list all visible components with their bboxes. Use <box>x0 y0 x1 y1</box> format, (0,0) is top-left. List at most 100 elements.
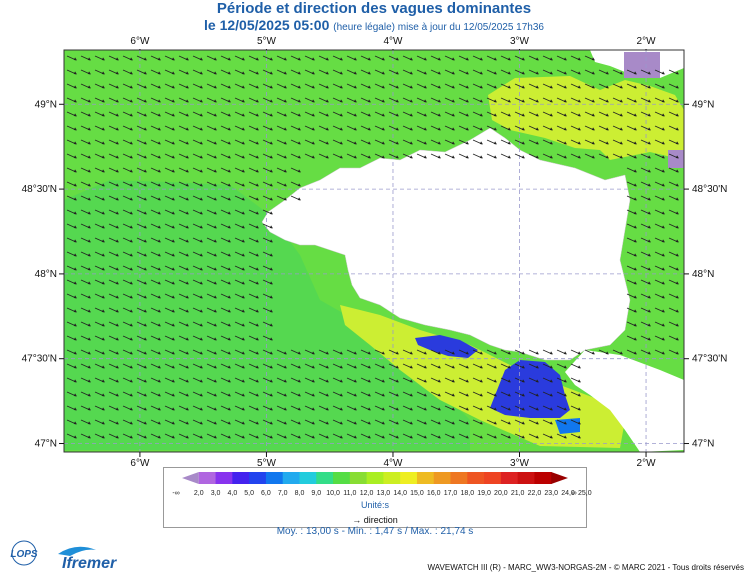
wave-arrow-head <box>101 183 105 187</box>
wave-arrow-head <box>171 239 175 243</box>
wave-arrow-head <box>395 85 399 89</box>
wave-arrow-head <box>563 113 567 117</box>
map-title: Période et direction des vagues dominant… <box>216 0 532 17</box>
wave-arrow-head <box>241 71 245 75</box>
wave-arrow-head <box>577 141 581 145</box>
wave-arrow-head <box>269 365 273 369</box>
lon-ticks-bottom: 6°W 5°W 4°W 3°W 2°W <box>130 452 656 469</box>
wave-arrow-head <box>241 337 245 341</box>
north-coastal-zone <box>488 76 684 160</box>
wave-arrow-head <box>283 113 287 117</box>
wave-arrow-head <box>255 99 259 103</box>
wave-arrow-head <box>619 351 623 355</box>
wave-arrow-head <box>213 183 217 187</box>
wave-arrow-head <box>143 267 147 271</box>
land-brittany <box>261 127 631 361</box>
wave-arrow-head <box>465 155 469 159</box>
wave-arrow-head <box>101 393 105 397</box>
wave-arrow-head <box>87 295 91 299</box>
wave-arrow-head <box>661 99 665 103</box>
wave-arrow-head <box>171 323 175 327</box>
wave-arrow-head <box>129 407 133 411</box>
wave-arrow-head <box>535 155 539 159</box>
legend-value-label: 22,0 <box>527 490 542 497</box>
wave-arrow-head <box>101 267 105 271</box>
wave-arrow-head <box>633 309 637 313</box>
wave-arrow-head <box>605 351 609 355</box>
legend-value-label: 18,0 <box>460 490 475 497</box>
wave-arrow-head <box>395 99 399 103</box>
wave-arrow-head <box>269 239 273 243</box>
wave-arrow-head <box>101 351 105 355</box>
wave-arrow-head <box>521 421 525 425</box>
wave-arrow-head <box>591 141 595 145</box>
wave-arrow-head <box>647 71 651 75</box>
wave-arrow-head <box>675 323 679 327</box>
wave-arrow-head <box>199 323 203 327</box>
wave-arrow-head <box>157 127 161 131</box>
wave-arrow-head <box>157 113 161 117</box>
wave-arrow-head <box>675 267 679 271</box>
wave-arrow-head <box>269 421 273 425</box>
wave-arrow-head <box>465 85 469 89</box>
wave-arrow-head <box>157 351 161 355</box>
wave-arrow-head <box>325 85 329 89</box>
wave-arrow-head <box>493 365 497 369</box>
wave-arrow-head <box>437 85 441 89</box>
wave-arrow-head <box>213 113 217 117</box>
wave-arrow-head <box>227 323 231 327</box>
wave-arrow-head <box>185 393 189 397</box>
wave-arrow-head <box>129 295 133 299</box>
lon-tick-label: 5°W <box>257 36 277 47</box>
wave-arrow-head <box>395 435 399 439</box>
wave-arrow-head <box>521 365 525 369</box>
wave-arrow-head <box>437 141 441 145</box>
wave-arrow-head <box>87 267 91 271</box>
wave-arrow-head <box>549 379 553 383</box>
wave-arrow-head <box>493 99 497 103</box>
wave-arrow-head <box>269 183 273 187</box>
wave-arrow-head <box>73 183 77 187</box>
wave-arrow-head <box>269 295 273 299</box>
wave-arrow-head <box>227 239 231 243</box>
legend-labels: -∞ 2,0 3,0 4,0 5,0 6,0 7,0 8,0 9,0 10,0 11,0 12,0 13… <box>164 490 591 502</box>
wave-arrow-head <box>255 337 259 341</box>
wave-arrow-head <box>633 85 637 89</box>
wave-arrow-head <box>227 113 231 117</box>
wave-arrow-head <box>73 225 77 229</box>
wave-arrow-head <box>101 169 105 173</box>
lat-tick-label: 48°30'N <box>692 184 727 195</box>
wave-arrow-head <box>479 57 483 61</box>
legend-value-label: 15,0 <box>410 490 424 497</box>
wave-arrow-head <box>563 155 567 159</box>
map-area <box>63 49 685 453</box>
wave-arrow-head <box>633 323 637 327</box>
wave-arrow-head <box>129 141 133 145</box>
wave-arrow-head <box>199 155 203 159</box>
wave-arrow-head <box>171 365 175 369</box>
wave-arrow-head <box>157 253 161 257</box>
legend-value-label: 24,0 <box>561 490 575 497</box>
wave-arrow-head <box>535 127 539 131</box>
wave-arrow-head <box>87 379 91 383</box>
wave-arrow-head <box>185 99 189 103</box>
wave-arrow-head <box>479 365 483 369</box>
wave-arrow-head <box>185 71 189 75</box>
wave-arrow-head <box>73 113 77 117</box>
wave-arrow-head <box>143 71 147 75</box>
wave-arrow-head <box>269 407 273 411</box>
wave-arrow-head <box>479 393 483 397</box>
wave-arrow-head <box>87 127 91 131</box>
wave-arrow-head <box>73 57 77 61</box>
wave-arrow-head <box>157 71 161 75</box>
wave-arrow-head <box>227 99 231 103</box>
wave-arrow-head <box>129 323 133 327</box>
wave-arrow-head <box>143 225 147 229</box>
wave-arrow-head <box>213 225 217 229</box>
wave-arrow-head <box>661 239 665 243</box>
wave-arrow-head <box>255 113 259 117</box>
wave-arrow-head <box>87 197 91 201</box>
wave-arrow-head <box>633 295 637 299</box>
wave-arrow-head <box>101 253 105 257</box>
wave-arrow-head <box>437 379 441 383</box>
